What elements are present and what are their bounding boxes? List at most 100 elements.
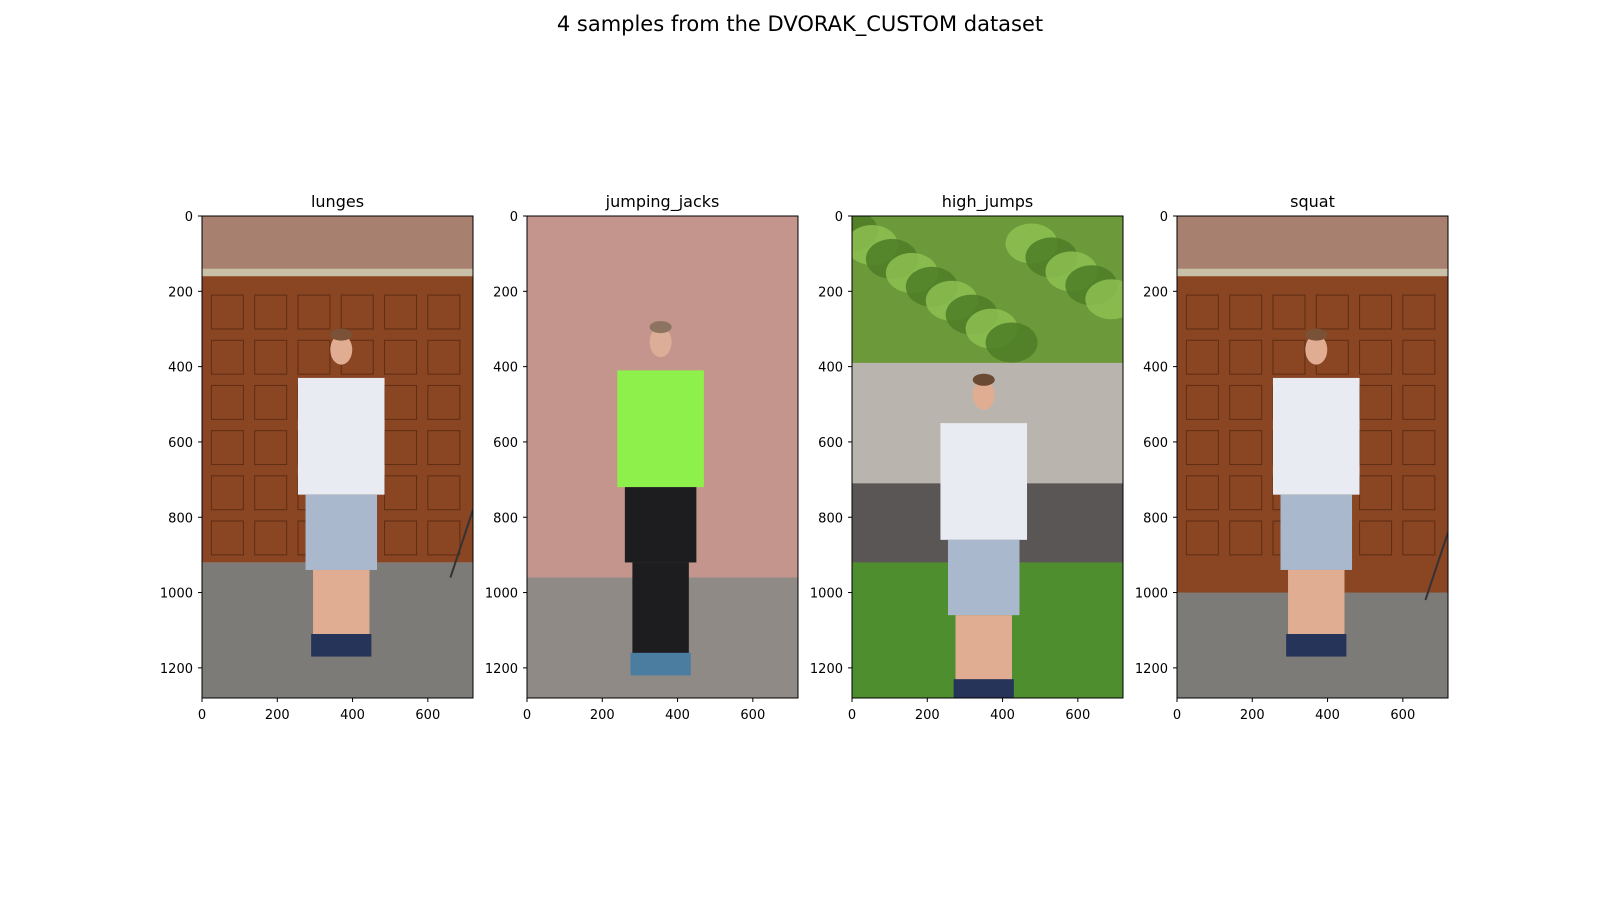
door-panel bbox=[1229, 294, 1263, 330]
door-panel bbox=[384, 520, 418, 556]
y-tick-label: 1000 bbox=[810, 587, 843, 602]
door-panel bbox=[1185, 339, 1219, 375]
door-panel bbox=[210, 520, 244, 556]
door-panel bbox=[427, 520, 461, 556]
y-tick-label: 1000 bbox=[485, 587, 518, 602]
door-panel bbox=[427, 339, 461, 375]
x-tick-label: 600 bbox=[740, 708, 765, 723]
door-panel bbox=[210, 339, 244, 375]
person-hair bbox=[330, 328, 353, 341]
y-tick-label: 800 bbox=[1143, 511, 1168, 526]
door-panel bbox=[210, 475, 244, 511]
door-panel bbox=[1272, 294, 1306, 330]
door-panel bbox=[1229, 520, 1263, 556]
person-head bbox=[972, 379, 995, 410]
person-shoes bbox=[311, 633, 372, 657]
x-tick-label: 200 bbox=[590, 708, 615, 723]
y-tick-label: 0 bbox=[510, 210, 518, 225]
y-tick-label: 200 bbox=[493, 285, 518, 300]
y-tick-label: 1200 bbox=[485, 662, 518, 677]
y-tick-label: 400 bbox=[493, 361, 518, 376]
person-shoes bbox=[1286, 633, 1347, 657]
door-panel bbox=[1359, 520, 1393, 556]
y-tick-label: 200 bbox=[818, 285, 843, 300]
door-panel bbox=[384, 475, 418, 511]
x-tick-label: 600 bbox=[1065, 708, 1090, 723]
door-panel bbox=[427, 384, 461, 420]
x-tick-label: 200 bbox=[915, 708, 940, 723]
y-tick-label: 0 bbox=[185, 210, 193, 225]
person-hair bbox=[1305, 328, 1328, 341]
y-tick-label: 1200 bbox=[160, 662, 193, 677]
x-tick-label: 600 bbox=[1390, 708, 1415, 723]
door-panel bbox=[1229, 475, 1263, 511]
person-legs-upper bbox=[947, 539, 1020, 616]
foliage bbox=[985, 322, 1038, 363]
door-panel bbox=[254, 520, 288, 556]
door-panel bbox=[340, 294, 374, 330]
rake-handle bbox=[449, 509, 473, 578]
y-tick-label: 800 bbox=[168, 511, 193, 526]
person-head bbox=[330, 334, 353, 365]
person-legs-lower bbox=[313, 569, 370, 638]
door-panel bbox=[1185, 520, 1219, 556]
foliage bbox=[1085, 279, 1123, 320]
x-tick-label: 400 bbox=[1315, 708, 1340, 723]
door-panel bbox=[384, 430, 418, 466]
door-panel bbox=[254, 294, 288, 330]
door-panel bbox=[254, 475, 288, 511]
x-tick-label: 400 bbox=[990, 708, 1015, 723]
door-panel bbox=[427, 475, 461, 511]
person-torso bbox=[1272, 377, 1360, 495]
person-head bbox=[649, 327, 672, 358]
axes-frame bbox=[851, 215, 1124, 699]
door-panel bbox=[1402, 520, 1436, 556]
door-panel bbox=[210, 384, 244, 420]
figure-title: 4 samples from the DVORAK_CUSTOM dataset bbox=[556, 12, 1044, 36]
door-panel bbox=[1315, 294, 1349, 330]
door-panel bbox=[384, 294, 418, 330]
door-panel bbox=[254, 384, 288, 420]
door-panel bbox=[1402, 384, 1436, 420]
y-tick-label: 400 bbox=[818, 361, 843, 376]
door-panel bbox=[1402, 475, 1436, 511]
y-tick-label: 0 bbox=[1160, 210, 1168, 225]
y-tick-label: 600 bbox=[818, 436, 843, 451]
person-legs-upper bbox=[1280, 494, 1353, 570]
person-shoes bbox=[630, 652, 691, 676]
person-legs-lower bbox=[632, 562, 689, 661]
y-tick-label: 1000 bbox=[1135, 587, 1168, 602]
y-tick-label: 400 bbox=[168, 361, 193, 376]
door-panel bbox=[210, 430, 244, 466]
person-shoes bbox=[953, 679, 1014, 698]
sample-image-squat bbox=[1177, 216, 1448, 698]
person-legs-lower bbox=[955, 615, 1012, 683]
door-panel bbox=[1359, 294, 1393, 330]
x-tick-label: 600 bbox=[415, 708, 440, 723]
y-tick-label: 800 bbox=[493, 511, 518, 526]
door-panel bbox=[297, 294, 331, 330]
y-tick-label: 600 bbox=[168, 436, 193, 451]
axes-frame bbox=[526, 215, 799, 699]
y-tick-label: 200 bbox=[1143, 285, 1168, 300]
door-panel bbox=[1402, 339, 1436, 375]
subplot-title: high_jumps bbox=[942, 192, 1034, 212]
person-legs-upper bbox=[305, 494, 378, 570]
y-tick-label: 0 bbox=[835, 210, 843, 225]
door-panel bbox=[1229, 430, 1263, 466]
y-tick-label: 800 bbox=[818, 511, 843, 526]
x-tick-label: 400 bbox=[665, 708, 690, 723]
sample-image-jumping_jacks bbox=[527, 216, 798, 698]
door-panel bbox=[1402, 430, 1436, 466]
y-tick-label: 1200 bbox=[810, 662, 843, 677]
door-panel bbox=[1272, 339, 1306, 375]
door-panel bbox=[210, 294, 244, 330]
door-panel bbox=[297, 339, 331, 375]
axes-frame bbox=[1176, 215, 1449, 699]
door-panel bbox=[1185, 294, 1219, 330]
rake-handle bbox=[1424, 531, 1448, 601]
x-tick-label: 0 bbox=[523, 708, 531, 723]
person-hair bbox=[972, 373, 995, 386]
axes-frame bbox=[201, 215, 474, 699]
